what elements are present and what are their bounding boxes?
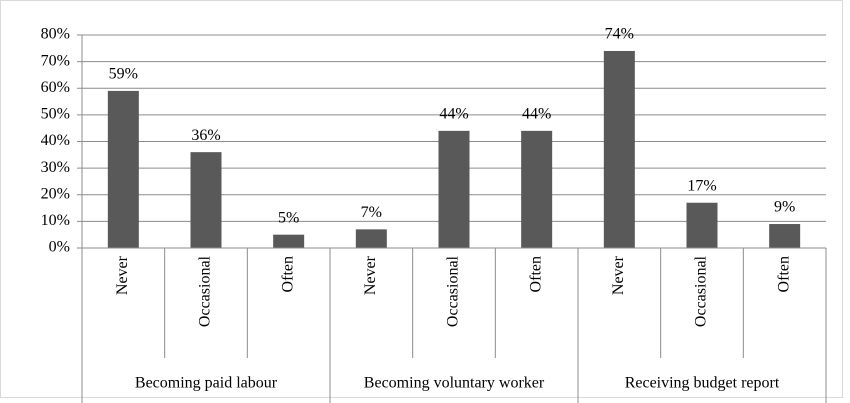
data-label: 7% (361, 204, 382, 221)
x-tick-label: Often (527, 256, 544, 292)
bar (107, 90, 139, 248)
y-tick-label: 80% (41, 26, 70, 43)
bar (438, 130, 470, 248)
y-tick-label: 20% (41, 185, 70, 202)
y-tick-label: 10% (41, 212, 70, 229)
x-tick-label: Occasional (197, 255, 214, 327)
data-label: 17% (687, 177, 716, 194)
bar (273, 234, 305, 248)
y-tick-label: 50% (41, 106, 70, 123)
data-label: 74% (605, 26, 634, 43)
y-tick-label: 30% (41, 159, 70, 176)
bar (686, 202, 718, 248)
data-label: 59% (109, 66, 138, 83)
data-label: 44% (439, 106, 468, 123)
data-label: 5% (278, 209, 299, 226)
data-label: 9% (774, 199, 795, 216)
bar (190, 152, 222, 248)
y-tick-label: 70% (41, 52, 70, 69)
chart-frame (0, 0, 843, 398)
y-tick-label: 40% (41, 132, 70, 149)
y-tick-label: 60% (41, 79, 70, 96)
bar (355, 229, 387, 248)
x-tick-label: Occasional (445, 255, 462, 327)
bar (769, 224, 801, 248)
data-label: 44% (522, 106, 551, 123)
x-tick-label: Often (279, 256, 296, 292)
bar (521, 130, 553, 248)
x-tick-label: Never (114, 255, 131, 295)
group-label: Receiving budget report (625, 375, 780, 392)
group-label: Becoming voluntary worker (364, 375, 545, 392)
x-tick-label: Often (775, 256, 792, 292)
x-tick-label: Occasional (693, 255, 710, 327)
y-tick-label: 0% (49, 239, 70, 256)
data-label: 36% (191, 127, 220, 144)
x-tick-label: Never (610, 255, 627, 295)
bar (603, 50, 635, 248)
group-label: Becoming paid labour (135, 375, 278, 392)
x-tick-label: Never (362, 255, 379, 295)
